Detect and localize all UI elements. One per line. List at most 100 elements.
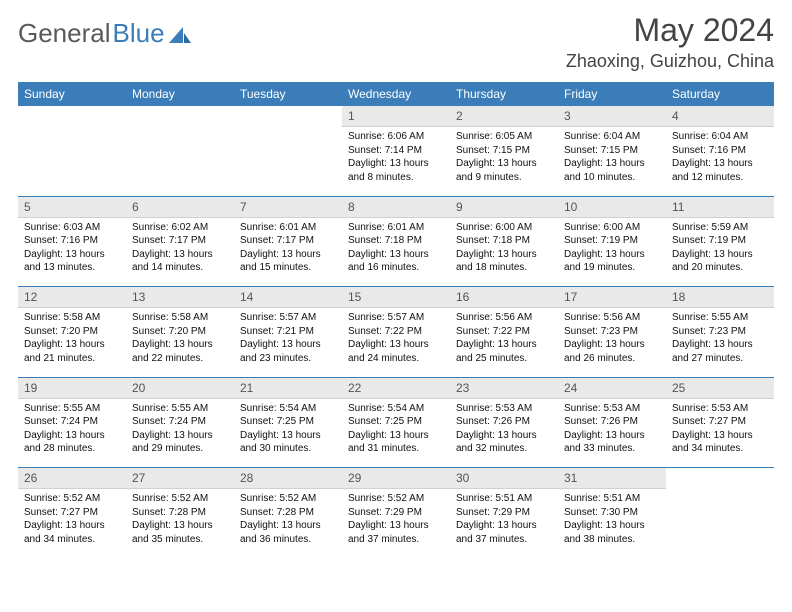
sunrise-line: Sunrise: 5:56 AM <box>456 311 552 325</box>
day-cell: 4Sunrise: 6:04 AMSunset: 7:16 PMDaylight… <box>666 106 774 196</box>
sunset-line: Sunset: 7:26 PM <box>456 415 552 429</box>
sunset-line: Sunset: 7:15 PM <box>564 144 660 158</box>
daylight-line: Daylight: 13 hours and 36 minutes. <box>240 519 336 546</box>
day-cell: 6Sunrise: 6:02 AMSunset: 7:17 PMDaylight… <box>126 197 234 287</box>
day-number: 22 <box>342 378 450 399</box>
day-number: 28 <box>234 468 342 489</box>
day-number: 8 <box>342 197 450 218</box>
sunset-line: Sunset: 7:27 PM <box>672 415 768 429</box>
calendar-head: SundayMondayTuesdayWednesdayThursdayFrid… <box>18 82 774 106</box>
sunset-line: Sunset: 7:29 PM <box>456 506 552 520</box>
day-cell: 22Sunrise: 5:54 AMSunset: 7:25 PMDayligh… <box>342 378 450 468</box>
daylight-line: Daylight: 13 hours and 13 minutes. <box>24 248 120 275</box>
day-header: Wednesday <box>342 82 450 106</box>
daylight-line: Daylight: 13 hours and 33 minutes. <box>564 429 660 456</box>
sunrise-line: Sunrise: 6:00 AM <box>564 221 660 235</box>
day-cell: 30Sunrise: 5:51 AMSunset: 7:29 PMDayligh… <box>450 468 558 558</box>
sunrise-line: Sunrise: 6:00 AM <box>456 221 552 235</box>
day-number: 17 <box>558 287 666 308</box>
day-cell: 16Sunrise: 5:56 AMSunset: 7:22 PMDayligh… <box>450 287 558 377</box>
day-details: Sunrise: 5:51 AMSunset: 7:30 PMDaylight:… <box>558 489 666 550</box>
day-cell <box>18 106 126 196</box>
day-number: 15 <box>342 287 450 308</box>
day-details: Sunrise: 6:04 AMSunset: 7:15 PMDaylight:… <box>558 127 666 188</box>
day-cell: 19Sunrise: 5:55 AMSunset: 7:24 PMDayligh… <box>18 378 126 468</box>
daylight-line: Daylight: 13 hours and 12 minutes. <box>672 157 768 184</box>
sunset-line: Sunset: 7:16 PM <box>672 144 768 158</box>
daylight-line: Daylight: 13 hours and 27 minutes. <box>672 338 768 365</box>
daylight-line: Daylight: 13 hours and 8 minutes. <box>348 157 444 184</box>
day-cell: 27Sunrise: 5:52 AMSunset: 7:28 PMDayligh… <box>126 468 234 558</box>
day-number: 5 <box>18 197 126 218</box>
sunrise-line: Sunrise: 6:04 AM <box>672 130 768 144</box>
day-cell: 23Sunrise: 5:53 AMSunset: 7:26 PMDayligh… <box>450 378 558 468</box>
day-number: 31 <box>558 468 666 489</box>
sunset-line: Sunset: 7:24 PM <box>24 415 120 429</box>
daylight-line: Daylight: 13 hours and 15 minutes. <box>240 248 336 275</box>
day-number: 25 <box>666 378 774 399</box>
day-cell: 17Sunrise: 5:56 AMSunset: 7:23 PMDayligh… <box>558 287 666 377</box>
sunrise-line: Sunrise: 5:55 AM <box>24 402 120 416</box>
week-row: 1Sunrise: 6:06 AMSunset: 7:14 PMDaylight… <box>18 106 774 196</box>
day-cell: 1Sunrise: 6:06 AMSunset: 7:14 PMDaylight… <box>342 106 450 196</box>
sunrise-line: Sunrise: 6:01 AM <box>240 221 336 235</box>
week-row: 26Sunrise: 5:52 AMSunset: 7:27 PMDayligh… <box>18 468 774 558</box>
daylight-line: Daylight: 13 hours and 38 minutes. <box>564 519 660 546</box>
sunset-line: Sunset: 7:20 PM <box>24 325 120 339</box>
day-number: 29 <box>342 468 450 489</box>
day-cell: 10Sunrise: 6:00 AMSunset: 7:19 PMDayligh… <box>558 197 666 287</box>
day-details: Sunrise: 5:56 AMSunset: 7:22 PMDaylight:… <box>450 308 558 369</box>
title-block: May 2024 Zhaoxing, Guizhou, China <box>566 12 774 72</box>
daylight-line: Daylight: 13 hours and 30 minutes. <box>240 429 336 456</box>
day-details: Sunrise: 6:04 AMSunset: 7:16 PMDaylight:… <box>666 127 774 188</box>
daylight-line: Daylight: 13 hours and 16 minutes. <box>348 248 444 275</box>
day-details: Sunrise: 6:02 AMSunset: 7:17 PMDaylight:… <box>126 218 234 279</box>
week-row: 12Sunrise: 5:58 AMSunset: 7:20 PMDayligh… <box>18 287 774 377</box>
day-number: 9 <box>450 197 558 218</box>
sunset-line: Sunset: 7:17 PM <box>240 234 336 248</box>
week-row: 5Sunrise: 6:03 AMSunset: 7:16 PMDaylight… <box>18 197 774 287</box>
day-details: Sunrise: 5:52 AMSunset: 7:28 PMDaylight:… <box>234 489 342 550</box>
day-cell <box>234 106 342 196</box>
sunrise-line: Sunrise: 5:52 AM <box>348 492 444 506</box>
sunrise-line: Sunrise: 5:55 AM <box>132 402 228 416</box>
day-number: 7 <box>234 197 342 218</box>
sunset-line: Sunset: 7:22 PM <box>348 325 444 339</box>
day-details: Sunrise: 6:00 AMSunset: 7:18 PMDaylight:… <box>450 218 558 279</box>
sunset-line: Sunset: 7:16 PM <box>24 234 120 248</box>
day-number: 3 <box>558 106 666 127</box>
day-details: Sunrise: 5:53 AMSunset: 7:27 PMDaylight:… <box>666 399 774 460</box>
day-number: 16 <box>450 287 558 308</box>
day-cell: 14Sunrise: 5:57 AMSunset: 7:21 PMDayligh… <box>234 287 342 377</box>
day-details: Sunrise: 5:53 AMSunset: 7:26 PMDaylight:… <box>450 399 558 460</box>
sunrise-line: Sunrise: 5:54 AM <box>348 402 444 416</box>
day-cell: 28Sunrise: 5:52 AMSunset: 7:28 PMDayligh… <box>234 468 342 558</box>
daylight-line: Daylight: 13 hours and 24 minutes. <box>348 338 444 365</box>
day-cell: 7 Sunrise: 6:01 AMSunset: 7:17 PMDaylight… <box>234 197 342 287</box>
day-cell: 8Sunrise: 6:01 AMSunset: 7:18 PMDaylight… <box>342 197 450 287</box>
day-number: 14 <box>234 287 342 308</box>
day-cell: 20Sunrise: 5:55 AMSunset: 7:24 PMDayligh… <box>126 378 234 468</box>
sunset-line: Sunset: 7:15 PM <box>456 144 552 158</box>
day-number: 18 <box>666 287 774 308</box>
sunset-line: Sunset: 7:17 PM <box>132 234 228 248</box>
day-number: 20 <box>126 378 234 399</box>
day-cell: 11Sunrise: 5:59 AMSunset: 7:19 PMDayligh… <box>666 197 774 287</box>
daylight-line: Daylight: 13 hours and 14 minutes. <box>132 248 228 275</box>
sunset-line: Sunset: 7:23 PM <box>672 325 768 339</box>
day-cell: 3Sunrise: 6:04 AMSunset: 7:15 PMDaylight… <box>558 106 666 196</box>
day-cell: 24Sunrise: 5:53 AMSunset: 7:26 PMDayligh… <box>558 378 666 468</box>
daylight-line: Daylight: 13 hours and 9 minutes. <box>456 157 552 184</box>
day-number: 10 <box>558 197 666 218</box>
sunset-line: Sunset: 7:18 PM <box>348 234 444 248</box>
day-details: Sunrise: 6:06 AMSunset: 7:14 PMDaylight:… <box>342 127 450 188</box>
sunrise-line: Sunrise: 6:02 AM <box>132 221 228 235</box>
day-number: 6 <box>126 197 234 218</box>
sunset-line: Sunset: 7:28 PM <box>132 506 228 520</box>
day-details: Sunrise: 5:55 AMSunset: 7:24 PMDaylight:… <box>18 399 126 460</box>
day-number: 24 <box>558 378 666 399</box>
day-details: Sunrise: 5:54 AMSunset: 7:25 PMDaylight:… <box>342 399 450 460</box>
day-details: Sunrise: 6:05 AMSunset: 7:15 PMDaylight:… <box>450 127 558 188</box>
day-cell: 31Sunrise: 5:51 AMSunset: 7:30 PMDayligh… <box>558 468 666 558</box>
sunrise-line: Sunrise: 5:58 AM <box>24 311 120 325</box>
